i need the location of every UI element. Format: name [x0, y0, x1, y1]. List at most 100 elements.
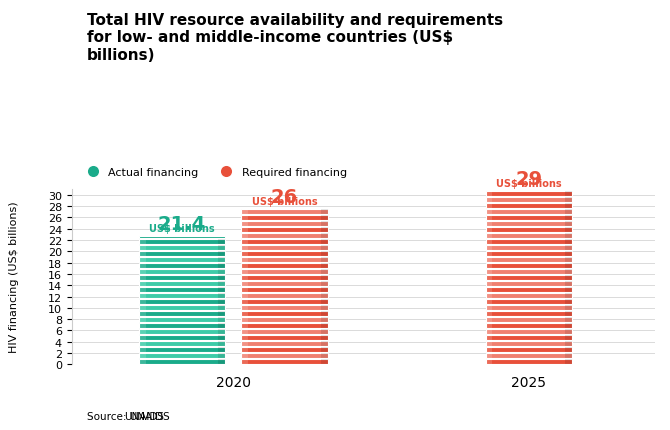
- Bar: [139, 281, 225, 287]
- Bar: [565, 197, 572, 203]
- Bar: [139, 341, 145, 347]
- Bar: [241, 317, 328, 322]
- Bar: [241, 287, 328, 293]
- Bar: [321, 221, 328, 227]
- Bar: [218, 287, 225, 293]
- Bar: [139, 257, 145, 263]
- Bar: [565, 281, 572, 287]
- Bar: [486, 329, 572, 335]
- Bar: [565, 209, 572, 215]
- Bar: [486, 209, 492, 215]
- Bar: [241, 305, 328, 311]
- Bar: [241, 269, 248, 275]
- Bar: [139, 323, 145, 329]
- Bar: [241, 233, 248, 239]
- Bar: [321, 347, 328, 353]
- Bar: [565, 347, 572, 353]
- Bar: [565, 203, 572, 209]
- Bar: [565, 191, 572, 197]
- Bar: [321, 293, 328, 299]
- Bar: [218, 353, 225, 359]
- Bar: [241, 209, 248, 215]
- Bar: [486, 209, 572, 215]
- Bar: [241, 233, 328, 239]
- Bar: [486, 317, 492, 322]
- Bar: [218, 329, 225, 335]
- Bar: [321, 317, 328, 322]
- Bar: [241, 281, 248, 287]
- Bar: [486, 257, 492, 263]
- Bar: [139, 251, 225, 257]
- Bar: [486, 269, 492, 275]
- Bar: [139, 311, 225, 317]
- Bar: [139, 335, 145, 341]
- Bar: [321, 263, 328, 269]
- Bar: [486, 347, 572, 353]
- Bar: [139, 347, 225, 353]
- Bar: [565, 359, 572, 365]
- Bar: [241, 329, 248, 335]
- Text: Total HIV resource availability and requirements
for low- and middle-income coun: Total HIV resource availability and requ…: [87, 13, 503, 63]
- Bar: [241, 245, 248, 251]
- Bar: [241, 263, 328, 269]
- Text: US$ billions: US$ billions: [496, 167, 561, 188]
- Text: 21.4: 21.4: [158, 215, 206, 234]
- Bar: [321, 239, 328, 245]
- Bar: [241, 221, 328, 227]
- Bar: [486, 305, 492, 311]
- Bar: [218, 263, 225, 269]
- Bar: [218, 239, 225, 245]
- Bar: [486, 353, 492, 359]
- Bar: [565, 323, 572, 329]
- Bar: [486, 275, 572, 281]
- Bar: [241, 311, 248, 317]
- Bar: [565, 263, 572, 269]
- Bar: [486, 311, 572, 317]
- Bar: [486, 287, 492, 293]
- Bar: [321, 305, 328, 311]
- Bar: [241, 251, 328, 257]
- Bar: [241, 293, 328, 299]
- Bar: [139, 275, 225, 281]
- Bar: [139, 359, 145, 365]
- Bar: [139, 245, 145, 251]
- Bar: [486, 329, 492, 335]
- Bar: [486, 233, 492, 239]
- Bar: [218, 359, 225, 365]
- Bar: [241, 353, 328, 359]
- Bar: [241, 353, 248, 359]
- Bar: [139, 359, 225, 365]
- Bar: [486, 221, 492, 227]
- Bar: [139, 287, 145, 293]
- Bar: [139, 245, 225, 251]
- Bar: [241, 329, 328, 335]
- Bar: [241, 221, 248, 227]
- Bar: [139, 299, 145, 305]
- Bar: [486, 287, 572, 293]
- Bar: [486, 257, 572, 263]
- Bar: [321, 323, 328, 329]
- Bar: [139, 257, 225, 263]
- Bar: [139, 335, 225, 341]
- Bar: [321, 269, 328, 275]
- Bar: [218, 341, 225, 347]
- Bar: [241, 239, 248, 245]
- Bar: [218, 311, 225, 317]
- Bar: [241, 245, 328, 251]
- Bar: [139, 239, 225, 245]
- Bar: [321, 251, 328, 257]
- Bar: [241, 251, 248, 257]
- Bar: [486, 215, 572, 221]
- Bar: [241, 215, 248, 221]
- Bar: [565, 275, 572, 281]
- Bar: [486, 233, 572, 239]
- Bar: [486, 245, 492, 251]
- Bar: [486, 341, 492, 347]
- Bar: [241, 263, 248, 269]
- Bar: [218, 281, 225, 287]
- Bar: [565, 311, 572, 317]
- Bar: [218, 269, 225, 275]
- Bar: [565, 305, 572, 311]
- Bar: [565, 341, 572, 347]
- Bar: [486, 347, 492, 353]
